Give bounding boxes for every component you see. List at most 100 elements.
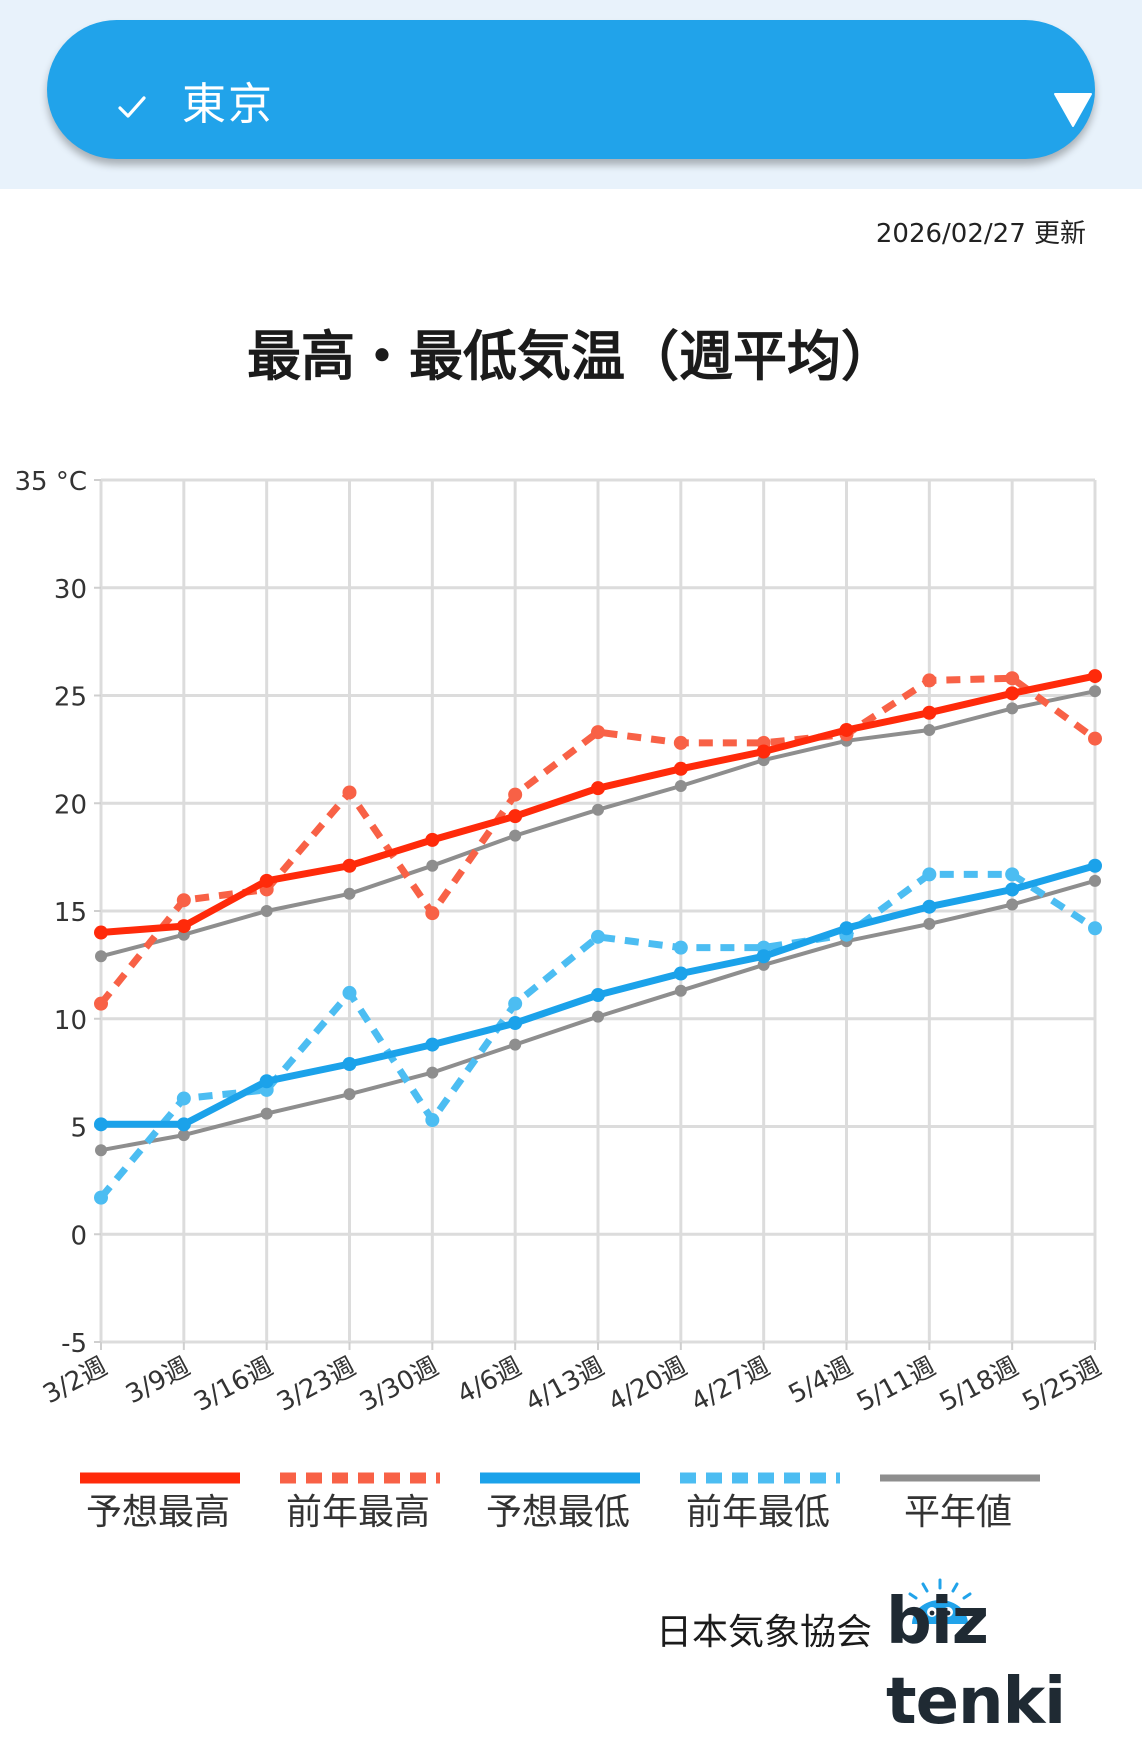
chart-series bbox=[94, 669, 1102, 1205]
legend-label-lastyear-high: 前年最高 bbox=[285, 1492, 430, 1533]
series-forecast-low-point bbox=[425, 1037, 440, 1052]
series-lastyear-high-point bbox=[425, 906, 440, 921]
y-tick-label: 5 bbox=[70, 1114, 87, 1144]
x-tick-label: 3/9週 bbox=[121, 1352, 195, 1410]
x-tick-label: 3/2週 bbox=[38, 1352, 112, 1410]
series-lastyear-low-point bbox=[425, 1113, 440, 1128]
series-normal-low-point bbox=[1089, 874, 1101, 887]
x-tick-label: 4/6週 bbox=[452, 1352, 526, 1410]
series-forecast-high-point bbox=[176, 919, 191, 934]
series-lastyear-high-point bbox=[508, 787, 523, 802]
series-lastyear-high-point bbox=[342, 785, 357, 800]
series-lastyear-low-point bbox=[1088, 921, 1102, 936]
series-normal-low-point bbox=[343, 1088, 356, 1101]
triangle-down-icon[interactable] bbox=[1053, 92, 1093, 128]
legend-label-forecast-low: 予想最低 bbox=[485, 1492, 630, 1533]
series-forecast-low-point bbox=[922, 899, 937, 914]
series-normal-high-point bbox=[1089, 685, 1101, 698]
series-forecast-low-point bbox=[591, 988, 605, 1003]
series-forecast-low-point bbox=[94, 1117, 108, 1132]
series-forecast-high-point bbox=[259, 873, 274, 888]
series-forecast-high-point bbox=[756, 744, 771, 759]
tenki-mascot-logo bbox=[908, 1578, 972, 1624]
x-tick-label: 5/25週 bbox=[1018, 1352, 1107, 1418]
x-tick-label: 4/13週 bbox=[521, 1352, 610, 1418]
series-normal-low-point bbox=[509, 1038, 522, 1051]
series-lastyear-high-point bbox=[591, 725, 605, 740]
series-forecast-high-point bbox=[922, 705, 937, 720]
series-normal-high-point bbox=[923, 723, 936, 736]
x-tick-label: 4/27週 bbox=[686, 1352, 775, 1418]
temperature-chart: -5 0 5 10 15 20 25 30 35 °C 3/2週 3/9週3/16週3/23週3/3… bbox=[14, 467, 1107, 1484]
series-forecast-low-point bbox=[1088, 858, 1102, 873]
y-tick-label: 0 bbox=[70, 1221, 87, 1251]
series-normal-high-point bbox=[343, 887, 356, 900]
series-lastyear-high-point bbox=[94, 996, 108, 1011]
series-normal-high-point bbox=[1006, 702, 1019, 715]
series-lastyear-high-point bbox=[673, 735, 688, 750]
series-lastyear-low-point bbox=[1005, 867, 1020, 882]
location-select[interactable]: 東京 bbox=[47, 20, 1095, 159]
organization-name: 日本気象協会 bbox=[656, 1612, 873, 1653]
series-forecast-low-point bbox=[673, 966, 688, 981]
series-forecast-low-point bbox=[756, 949, 771, 964]
check-icon bbox=[118, 96, 146, 118]
series-normal-high-point bbox=[426, 859, 439, 872]
series-forecast-low-point bbox=[342, 1057, 357, 1072]
series-forecast-high-point bbox=[591, 781, 605, 796]
x-tick-label: 3/23週 bbox=[272, 1352, 361, 1418]
series-normal-high-point bbox=[260, 905, 273, 917]
series-lastyear-low-point bbox=[342, 985, 357, 1000]
series-forecast-high-point bbox=[342, 858, 357, 873]
series-lastyear-low-point bbox=[508, 996, 523, 1011]
y-tick-label: 35 °C bbox=[14, 467, 87, 497]
series-normal-low-point bbox=[95, 1144, 107, 1157]
legend-label-forecast-high: 予想最高 bbox=[85, 1492, 230, 1533]
series-lastyear-low-point bbox=[94, 1190, 108, 1205]
chart-title: 最高・最低気温（週平均） bbox=[247, 325, 895, 388]
series-lastyear-low-point bbox=[922, 867, 937, 882]
series-normal-low-point bbox=[426, 1066, 439, 1079]
series-lastyear-high-point bbox=[922, 673, 937, 688]
series-normal-low-point bbox=[592, 1010, 604, 1023]
y-tick-label: 20 bbox=[54, 790, 87, 820]
series-normal-low-point bbox=[923, 917, 936, 930]
series-lastyear-low-point bbox=[673, 940, 688, 955]
x-tick-label: 4/20週 bbox=[604, 1352, 693, 1418]
series-forecast-high-point bbox=[839, 722, 854, 737]
series-normal-low-point bbox=[674, 984, 687, 997]
series-normal-high-point bbox=[509, 829, 522, 842]
series-forecast-high-point bbox=[1088, 669, 1102, 684]
x-tick-label: 3/30週 bbox=[355, 1352, 444, 1418]
y-tick-label: -5 bbox=[61, 1329, 87, 1359]
series-lastyear-high-point bbox=[1005, 671, 1020, 686]
y-tick-label: 10 bbox=[54, 1006, 87, 1036]
legend-label-normal: 平年値 bbox=[903, 1492, 1012, 1533]
y-tick-label: 25 bbox=[54, 683, 87, 713]
series-normal-high-point bbox=[592, 803, 604, 816]
biz-tenki-logo: biz tenki bbox=[886, 1585, 1066, 1739]
series-normal-low-point bbox=[177, 1129, 190, 1142]
series-forecast-low-point bbox=[1005, 882, 1020, 897]
series-forecast-high-point bbox=[1005, 686, 1020, 701]
chart-grid bbox=[99, 478, 1097, 1344]
legend-label-lastyear-low: 前年最低 bbox=[685, 1492, 830, 1533]
series-normal-high-point bbox=[674, 780, 687, 793]
series-lastyear-high-point bbox=[1088, 731, 1102, 746]
series-forecast-low-point bbox=[839, 921, 854, 936]
series-forecast-low-point bbox=[176, 1117, 191, 1132]
series-normal-high-point bbox=[95, 950, 107, 963]
series-forecast-high-point bbox=[673, 761, 688, 776]
series-forecast-low-point bbox=[508, 1016, 523, 1031]
x-tick-label: 5/11週 bbox=[852, 1352, 941, 1418]
x-tick-label: 3/16週 bbox=[189, 1352, 278, 1418]
series-normal-low-point bbox=[1006, 898, 1019, 911]
y-tick-label: 15 bbox=[54, 898, 87, 928]
selected-location: 東京 bbox=[182, 79, 274, 130]
series-lastyear-high-point bbox=[176, 893, 191, 908]
header-bar: 東京 bbox=[0, 0, 1142, 189]
series-forecast-high-point bbox=[425, 832, 440, 847]
x-tick-label: 5/4週 bbox=[784, 1352, 858, 1410]
series-lastyear-low-point bbox=[176, 1091, 191, 1106]
series-normal-low-point bbox=[260, 1107, 273, 1120]
